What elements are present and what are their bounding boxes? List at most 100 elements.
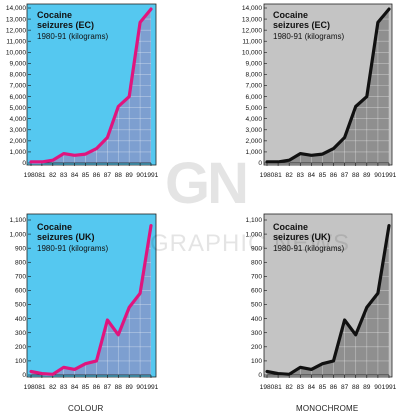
data-point [95, 360, 98, 362]
y-tick-label: 1,000 [245, 149, 262, 156]
data-point [128, 95, 130, 98]
x-tick-label: 85 [82, 172, 90, 179]
data-point [117, 105, 120, 108]
y-tick-label: 8,000 [9, 72, 26, 79]
caption-colour: COLOUR [68, 404, 104, 413]
y-tick-label: 1,000 [245, 231, 262, 238]
x-tick-label: 90 [136, 384, 144, 391]
x-tick-label: 90 [374, 384, 382, 391]
y-tick-label: 14,000 [6, 5, 27, 12]
x-tick-label: 1991 [144, 172, 159, 179]
x-tick-label: 1980 [24, 384, 39, 391]
data-point [30, 161, 32, 163]
y-tick-label: 0 [258, 372, 262, 379]
series-line [29, 224, 153, 376]
x-tick-label: 82 [49, 384, 57, 391]
y-tick-label: 5,000 [245, 105, 262, 112]
y-tick-label: 0 [22, 372, 26, 379]
x-tick-label: 86 [93, 172, 101, 179]
data-point [321, 362, 324, 365]
y-tick-label: 500 [251, 302, 262, 309]
x-tick-label: 82 [286, 172, 294, 179]
data-point [30, 370, 32, 373]
y-tick-label: 700 [15, 274, 26, 281]
data-point [73, 368, 76, 371]
y-tick-label: 800 [251, 259, 262, 266]
x-tick-label: 89 [363, 172, 371, 179]
x-tick-label: 87 [341, 172, 349, 179]
x-tick-label: 84 [308, 172, 316, 179]
chart-title: Cocaine seizures (UK) [37, 222, 95, 242]
watermark-text: GRAPHIC NEWS [150, 230, 351, 257]
y-tick-label: 700 [251, 274, 262, 281]
y-tick-label: 500 [15, 302, 26, 309]
x-tick-label: 84 [308, 384, 316, 391]
data-point [277, 161, 279, 163]
y-tick-label: 400 [251, 316, 262, 323]
data-point [299, 152, 302, 155]
x-tick-label: 86 [330, 384, 338, 391]
y-tick-label: 8,000 [245, 72, 262, 79]
chart-subtitle: 1980-91 (kilograms) [273, 32, 344, 41]
chart-title: Cocaine seizures (EC) [273, 10, 330, 30]
y-tick-label: 13,000 [6, 16, 27, 23]
y-tick-label: 7,000 [9, 83, 26, 90]
x-tick-label: 88 [352, 172, 360, 179]
data-point [150, 8, 152, 10]
data-point [321, 153, 324, 155]
x-tick-label: 82 [286, 384, 294, 391]
y-tick-label: 6,000 [9, 94, 26, 101]
y-tick-label: 2,000 [245, 138, 262, 145]
data-point [299, 366, 302, 369]
y-tick-label: 4,000 [9, 116, 26, 123]
y-tick-label: 11,000 [6, 38, 26, 45]
data-point [128, 306, 130, 309]
chart-subtitle: 1980-91 (kilograms) [273, 244, 344, 253]
data-point [117, 334, 120, 336]
x-tick-label: 83 [60, 384, 68, 391]
y-tick-label: 3,000 [245, 127, 262, 134]
chart-subtitle: 1980-91 (kilograms) [37, 244, 108, 253]
x-tick-label: 88 [352, 384, 360, 391]
x-tick-label: 90 [136, 172, 144, 179]
y-tick-label: 800 [15, 259, 26, 266]
y-tick-label: 1,100 [245, 217, 262, 224]
chart-title: Cocaine seizures (EC) [37, 10, 94, 30]
data-point [377, 292, 379, 295]
data-point [288, 373, 290, 376]
x-tick-label: 1980 [24, 172, 39, 179]
y-tick-label: 100 [251, 358, 262, 365]
y-tick-label: 400 [15, 316, 26, 323]
area-fill [31, 9, 151, 163]
y-tick-label: 0 [258, 160, 262, 167]
y-tick-label: 12,000 [6, 27, 27, 34]
panel-ec-mono: 0 1,000 2,000 3,000 4,000 5,000 6,000 7,000 8,00… [242, 3, 397, 179]
x-tick-label: 86 [93, 384, 101, 391]
data-point [62, 152, 65, 155]
data-point [388, 8, 390, 10]
chart-title: Cocaine seizures (UK) [273, 222, 331, 242]
panel-uk-mono: 0 100 200 300 400 500 600 700 800 900 1,000 1,100 19… [245, 213, 397, 391]
x-tick-label: 81 [274, 384, 282, 391]
data-point [343, 319, 346, 321]
data-point [310, 154, 313, 157]
data-point [277, 372, 279, 375]
x-tick-label: 81 [38, 384, 46, 391]
panel-ec-colour: 0 1,000 2,000 3,000 4,000 5,000 6,000 7,000 8,00… [6, 3, 159, 179]
data-point [84, 153, 87, 155]
y-tick-label: 0 [22, 160, 26, 167]
x-tick-label: 85 [319, 384, 327, 391]
x-tick-label: 1991 [382, 384, 397, 391]
y-tick-label: 3,000 [9, 127, 26, 134]
data-point [150, 224, 152, 227]
chart-subtitle: 1980-91 (kilograms) [37, 32, 108, 41]
y-tick-label: 10,000 [242, 49, 263, 56]
x-tick-label: 83 [297, 172, 305, 179]
y-tick-label: 300 [251, 330, 262, 337]
x-tick-label: 90 [374, 172, 382, 179]
y-tick-label: 11,000 [242, 38, 262, 45]
area-fill [31, 225, 151, 375]
data-point [332, 147, 335, 150]
y-tick-label: 5,000 [9, 105, 26, 112]
data-point [377, 21, 379, 24]
